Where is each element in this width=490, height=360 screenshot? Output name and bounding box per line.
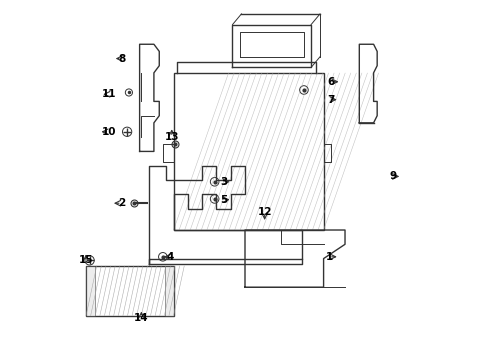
Text: 11: 11 — [102, 89, 117, 99]
Text: 1: 1 — [325, 252, 333, 262]
Text: 2: 2 — [118, 198, 125, 208]
Text: 5: 5 — [220, 195, 227, 204]
Text: 7: 7 — [327, 95, 334, 105]
Bar — [86, 266, 95, 316]
Text: 15: 15 — [79, 255, 93, 265]
Text: 3: 3 — [220, 177, 227, 187]
Text: 14: 14 — [134, 312, 149, 323]
Text: 12: 12 — [257, 207, 272, 217]
Text: 8: 8 — [118, 54, 125, 64]
Bar — [165, 266, 173, 316]
Text: 4: 4 — [166, 252, 173, 262]
Text: 9: 9 — [390, 171, 397, 181]
Bar — [86, 266, 173, 316]
Text: 6: 6 — [327, 77, 334, 87]
Text: 13: 13 — [165, 132, 179, 142]
Bar — [173, 73, 323, 230]
Text: 10: 10 — [102, 127, 117, 137]
